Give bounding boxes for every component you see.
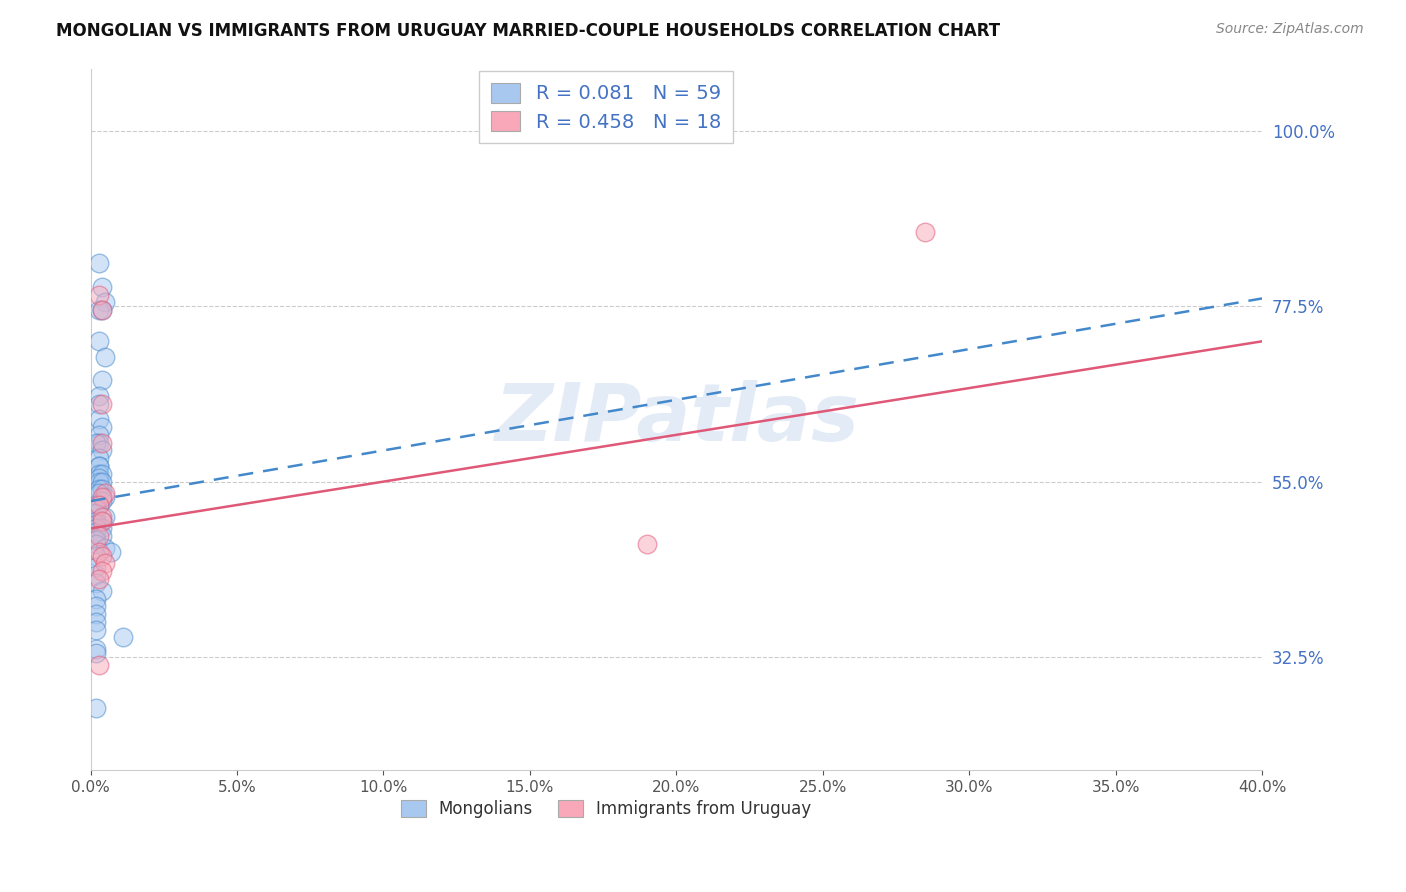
Point <box>91 529 114 543</box>
Point <box>89 545 111 559</box>
Point <box>89 483 111 497</box>
Point <box>89 256 111 270</box>
Point <box>86 568 108 582</box>
Point <box>89 287 111 301</box>
Point <box>89 412 111 426</box>
Point <box>86 642 108 657</box>
Point <box>89 334 111 349</box>
Point <box>86 700 108 714</box>
Point <box>86 646 108 660</box>
Point <box>100 545 122 559</box>
Point <box>89 529 111 543</box>
Point <box>91 549 114 563</box>
Point <box>89 451 111 466</box>
Point <box>89 486 111 500</box>
Point <box>91 494 114 508</box>
Point <box>636 537 658 551</box>
Point <box>91 583 114 598</box>
Point <box>914 225 936 239</box>
Point <box>89 435 111 450</box>
Point <box>94 490 117 504</box>
Point <box>91 397 114 411</box>
Point <box>89 475 111 489</box>
Point <box>86 514 108 528</box>
Point <box>89 657 111 672</box>
Point <box>89 303 111 318</box>
Point <box>86 591 108 606</box>
Point <box>89 389 111 403</box>
Point <box>91 514 114 528</box>
Point <box>94 350 117 364</box>
Text: MONGOLIAN VS IMMIGRANTS FROM URUGUAY MARRIED-COUPLE HOUSEHOLDS CORRELATION CHART: MONGOLIAN VS IMMIGRANTS FROM URUGUAY MAR… <box>56 22 1000 40</box>
Point <box>86 506 108 520</box>
Point <box>94 509 117 524</box>
Point <box>86 521 108 535</box>
Point <box>94 486 117 500</box>
Point <box>86 560 108 574</box>
Point <box>94 541 117 555</box>
Point <box>94 557 117 571</box>
Point <box>91 303 114 318</box>
Point <box>91 483 114 497</box>
Point <box>86 533 108 547</box>
Point <box>86 537 108 551</box>
Point <box>91 303 114 318</box>
Point <box>86 525 108 540</box>
Point <box>91 514 114 528</box>
Point <box>91 435 114 450</box>
Point <box>86 623 108 637</box>
Point <box>86 599 108 614</box>
Point <box>111 631 134 645</box>
Point <box>89 471 111 485</box>
Point <box>89 572 111 586</box>
Point <box>86 549 108 563</box>
Point <box>91 467 114 481</box>
Point <box>89 467 111 481</box>
Point <box>89 458 111 473</box>
Point <box>89 498 111 512</box>
Point <box>91 420 114 434</box>
Point <box>86 498 108 512</box>
Text: ZIPatlas: ZIPatlas <box>494 380 859 458</box>
Point <box>86 607 108 621</box>
Point <box>86 615 108 629</box>
Point <box>91 373 114 387</box>
Point <box>86 517 108 532</box>
Point <box>89 498 111 512</box>
Point <box>91 443 114 458</box>
Point <box>86 502 108 516</box>
Point <box>91 279 114 293</box>
Point <box>91 509 114 524</box>
Point <box>91 521 114 535</box>
Point <box>89 397 111 411</box>
Text: Source: ZipAtlas.com: Source: ZipAtlas.com <box>1216 22 1364 37</box>
Point <box>89 458 111 473</box>
Legend: Mongolians, Immigrants from Uruguay: Mongolians, Immigrants from Uruguay <box>394 793 818 825</box>
Point <box>91 490 114 504</box>
Point <box>91 564 114 578</box>
Point <box>89 427 111 442</box>
Point <box>86 576 108 591</box>
Point <box>91 475 114 489</box>
Point <box>94 295 117 310</box>
Point <box>86 435 108 450</box>
